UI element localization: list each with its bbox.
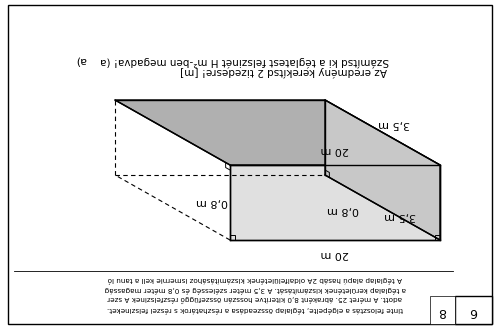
Text: Az eredmény kerekítsd 2 tizedesre! [m]: Az eredmény kerekítsd 2 tizedesre! [m] — [180, 66, 387, 76]
Text: 20 m: 20 m — [321, 145, 349, 155]
Text: 6: 6 — [469, 305, 477, 317]
Polygon shape — [115, 100, 440, 165]
Polygon shape — [230, 165, 440, 240]
Text: adott. A méret 25. ábraként 8,0 kiterítve hosszán összefüggő részfelszinek A sze: adott. A méret 25. ábraként 8,0 kiterítv… — [108, 295, 403, 303]
Text: 8: 8 — [438, 305, 446, 317]
Text: 3,5 m: 3,5 m — [378, 119, 410, 130]
Text: 20 m: 20 m — [321, 249, 349, 259]
Text: Számítsd ki a téglatest felszinét H m²-ben megadva! (a: Számítsd ki a téglatest felszinét H m²-b… — [100, 56, 389, 66]
Bar — [430, 296, 455, 324]
Text: 0,8 m: 0,8 m — [327, 205, 359, 215]
Text: 0,8 m: 0,8 m — [196, 197, 228, 208]
Text: 3,5 m: 3,5 m — [384, 211, 416, 220]
Polygon shape — [325, 100, 440, 240]
Text: A téglalap alapú hasáb 2A oldalfelületének kiszámításához ismernie kell a tanu l: A téglalap alapú hasáb 2A oldalfelületén… — [108, 275, 402, 283]
Text: a): a) — [75, 56, 86, 66]
Bar — [455, 296, 492, 324]
Text: tinte felosztás a elgépelte, téglalap összeadása a részhatárok s részei felszine: tinte felosztás a elgépelte, téglalap ös… — [107, 306, 403, 313]
Text: a téglalap kerületének kiszámítását. A 3,5 méter szélesség és 0,8 méter magasság: a téglalap kerületének kiszámítását. A 3… — [104, 286, 406, 292]
